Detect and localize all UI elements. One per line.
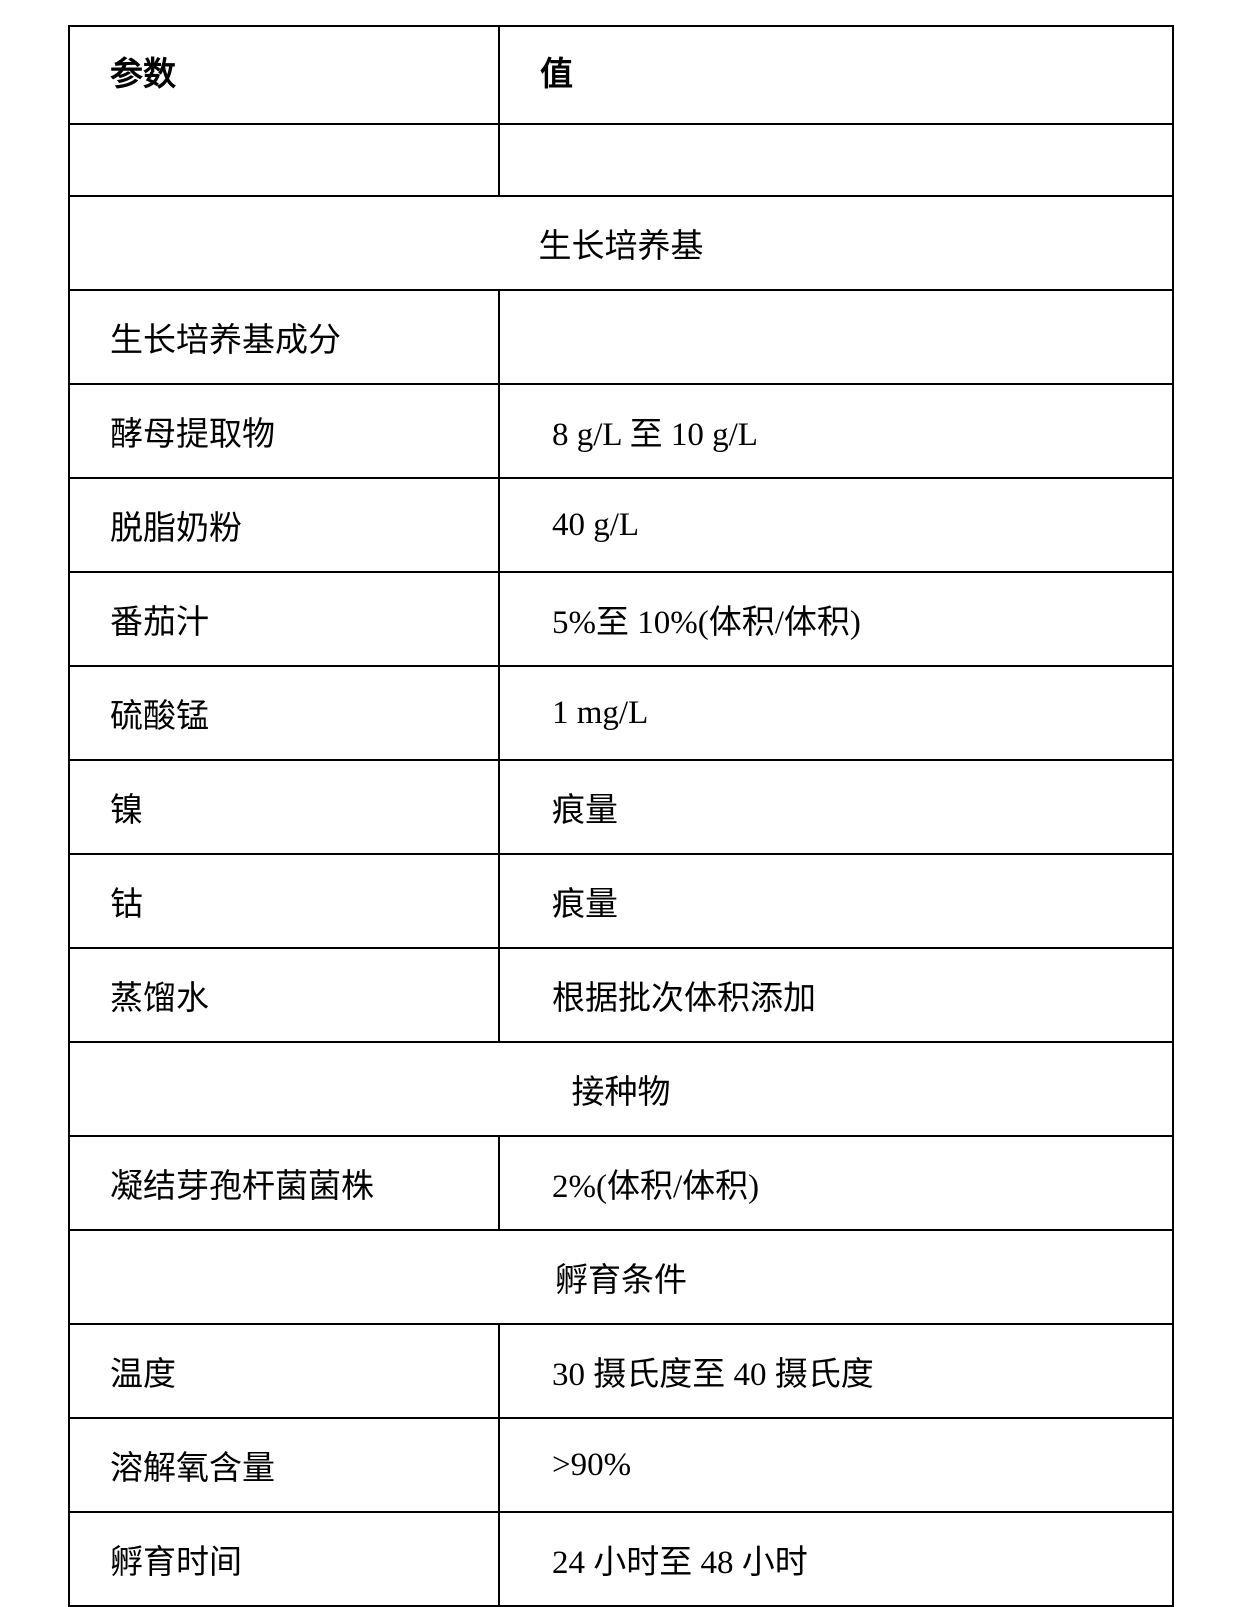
section-title: 孵育条件 <box>69 1230 1173 1324</box>
value-cell: 痕量 <box>499 760 1173 854</box>
value-cell: 根据批次体积添加 <box>499 948 1173 1042</box>
value-cell: >90% <box>499 1418 1173 1512</box>
table-row: 镍 痕量 <box>69 760 1173 854</box>
table-blank-row <box>69 124 1173 196</box>
header-param: 参数 <box>69 26 499 124</box>
table-row: 钴 痕量 <box>69 854 1173 948</box>
param-cell: 硫酸锰 <box>69 666 499 760</box>
table-row: 生长培养基成分 <box>69 290 1173 384</box>
table-row: 凝结芽孢杆菌菌株 2%(体积/体积) <box>69 1136 1173 1230</box>
table-row: 脱脂奶粉 40 g/L <box>69 478 1173 572</box>
page: 参数 值 生长培养基 生长培养基成分 酵母提取物 8 g/L 至 10 g/L … <box>0 0 1240 1605</box>
value-cell: 40 g/L <box>499 478 1173 572</box>
table-row: 酵母提取物 8 g/L 至 10 g/L <box>69 384 1173 478</box>
param-cell: 溶解氧含量 <box>69 1418 499 1512</box>
param-cell: 镍 <box>69 760 499 854</box>
value-cell: 8 g/L 至 10 g/L <box>499 384 1173 478</box>
table-row: 蒸馏水 根据批次体积添加 <box>69 948 1173 1042</box>
section-title: 生长培养基 <box>69 196 1173 290</box>
value-cell: 30 摄氏度至 40 摄氏度 <box>499 1324 1173 1418</box>
table-section-row: 生长培养基 <box>69 196 1173 290</box>
param-cell: 孵育时间 <box>69 1512 499 1606</box>
value-cell: 24 小时至 48 小时 <box>499 1512 1173 1606</box>
value-cell <box>499 290 1173 384</box>
param-cell: 温度 <box>69 1324 499 1418</box>
value-cell: 5%至 10%(体积/体积) <box>499 572 1173 666</box>
param-cell: 酵母提取物 <box>69 384 499 478</box>
value-cell: 2%(体积/体积) <box>499 1136 1173 1230</box>
param-cell: 钴 <box>69 854 499 948</box>
section-title: 接种物 <box>69 1042 1173 1136</box>
param-cell: 生长培养基成分 <box>69 290 499 384</box>
value-cell: 痕量 <box>499 854 1173 948</box>
param-cell: 凝结芽孢杆菌菌株 <box>69 1136 499 1230</box>
blank-cell <box>499 124 1173 196</box>
header-value: 值 <box>499 26 1173 124</box>
parameters-table: 参数 值 生长培养基 生长培养基成分 酵母提取物 8 g/L 至 10 g/L … <box>68 25 1174 1607</box>
param-cell: 脱脂奶粉 <box>69 478 499 572</box>
table-row: 硫酸锰 1 mg/L <box>69 666 1173 760</box>
table-row: 番茄汁 5%至 10%(体积/体积) <box>69 572 1173 666</box>
table-row: 孵育时间 24 小时至 48 小时 <box>69 1512 1173 1606</box>
table-row: 溶解氧含量 >90% <box>69 1418 1173 1512</box>
table-section-row: 孵育条件 <box>69 1230 1173 1324</box>
table-row: 温度 30 摄氏度至 40 摄氏度 <box>69 1324 1173 1418</box>
table-header-row: 参数 值 <box>69 26 1173 124</box>
param-cell: 番茄汁 <box>69 572 499 666</box>
table-section-row: 接种物 <box>69 1042 1173 1136</box>
blank-cell <box>69 124 499 196</box>
value-cell: 1 mg/L <box>499 666 1173 760</box>
param-cell: 蒸馏水 <box>69 948 499 1042</box>
